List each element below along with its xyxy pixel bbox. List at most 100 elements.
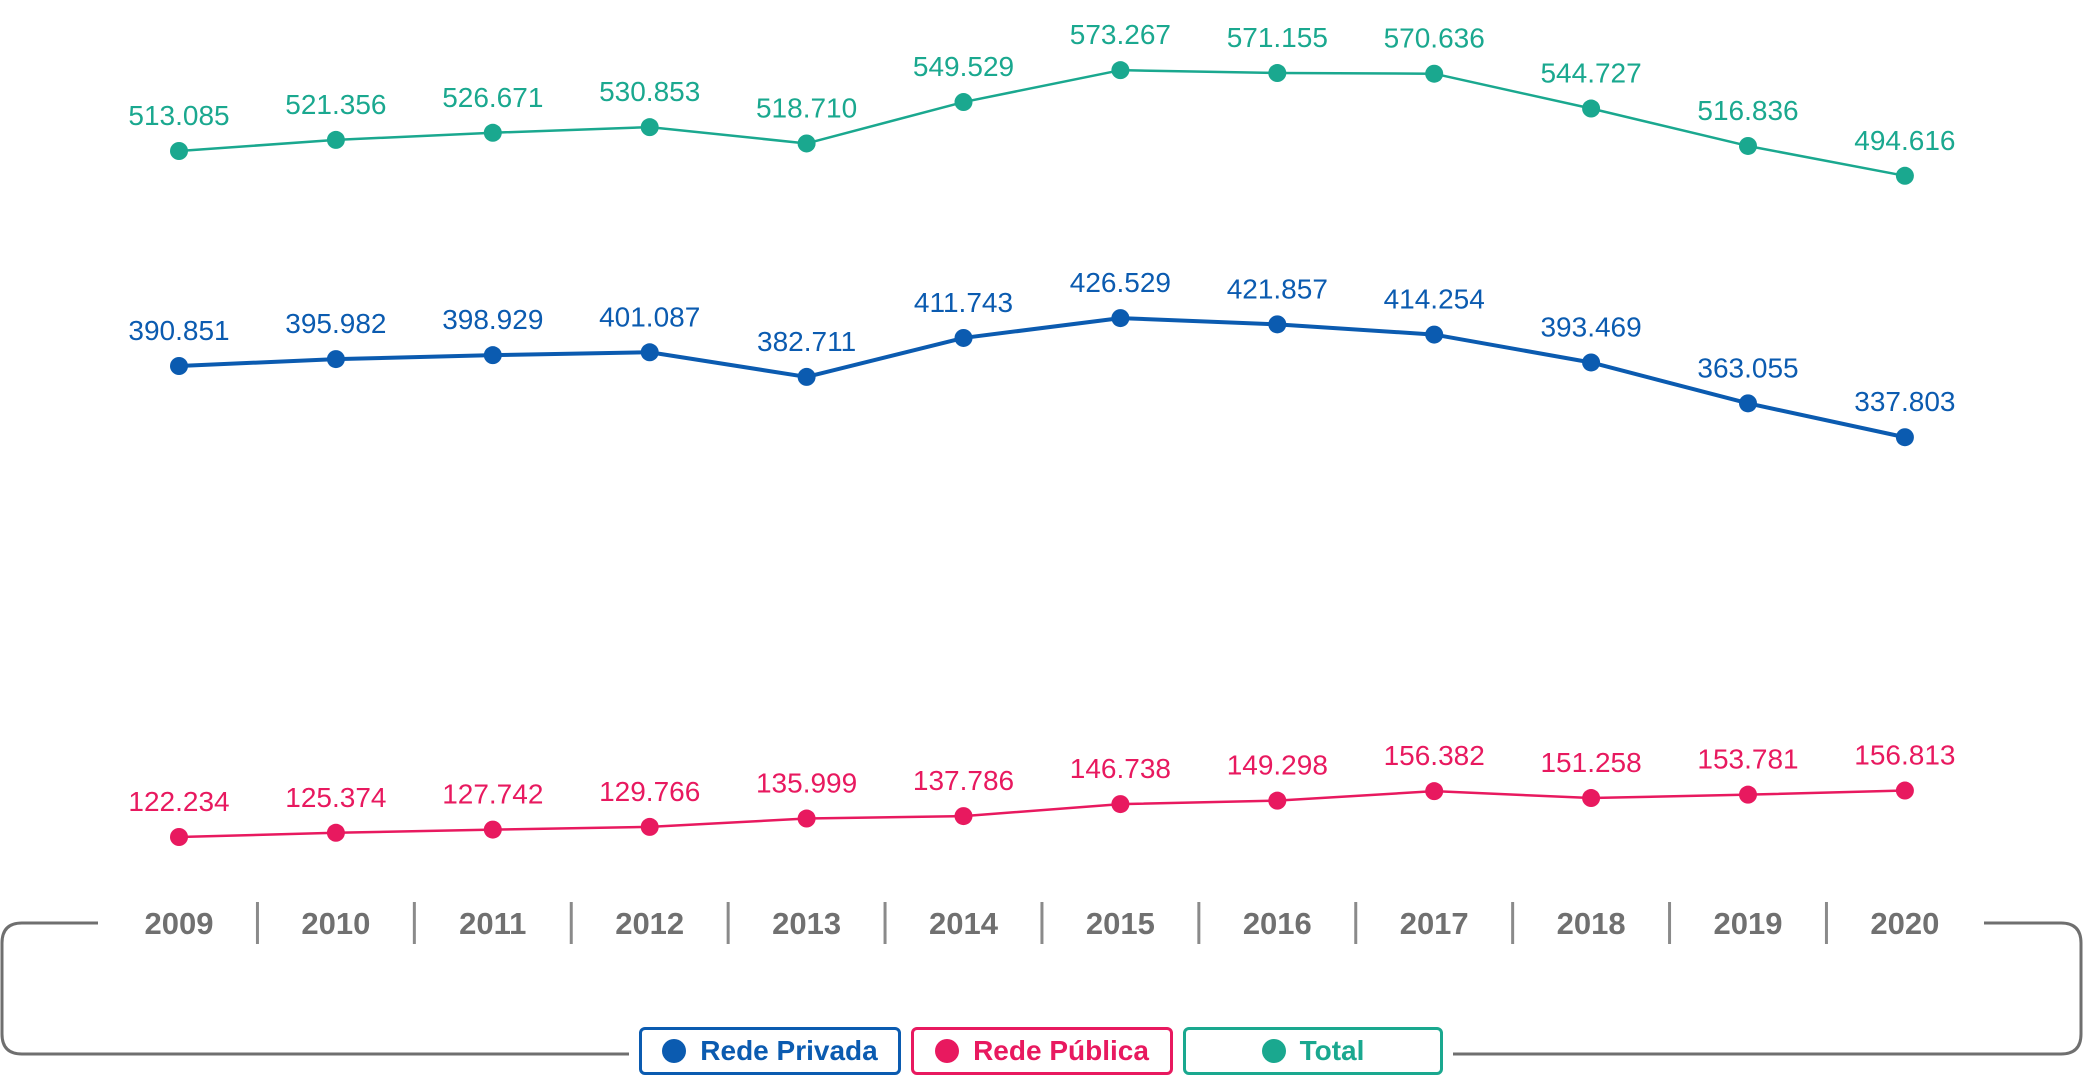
data-point-total-2011: [483, 123, 502, 142]
legend-item-rede-privada: Rede Privada: [639, 1027, 901, 1075]
data-point-privada-2017: [1425, 325, 1444, 344]
data-point-total-2010: [326, 130, 345, 149]
data-point-total-2012: [640, 118, 659, 137]
data-label-privada-2017: 414.254: [1384, 284, 1485, 315]
data-point-privada-2018: [1582, 353, 1601, 372]
data-point-publica-2015: [1111, 795, 1130, 814]
data-label-total-2017: 570.636: [1384, 23, 1485, 54]
legend-label-rede-privada: Rede Privada: [700, 1035, 878, 1066]
data-point-publica-2017: [1425, 782, 1444, 801]
data-label-publica-2018: 151.258: [1540, 747, 1641, 778]
data-label-privada-2015: 426.529: [1070, 267, 1171, 298]
data-label-privada-2016: 421.857: [1227, 273, 1328, 304]
data-point-publica-2014: [954, 807, 973, 826]
data-point-publica-2012: [640, 817, 659, 836]
data-label-publica-2020: 156.813: [1854, 740, 1955, 771]
data-label-privada-2009: 390.851: [128, 315, 229, 346]
legend-dot-icon: [935, 1039, 960, 1063]
legend-label-rede-publica: Rede Pública: [973, 1035, 1149, 1066]
data-label-publica-2011: 127.742: [442, 779, 543, 810]
legend-dot-icon: [662, 1039, 687, 1063]
data-point-privada-2016: [1268, 315, 1287, 334]
x-tick-label-2011: 2011: [459, 906, 526, 941]
data-point-total-2017: [1425, 64, 1444, 83]
data-point-publica-2020: [1895, 781, 1914, 800]
data-label-privada-2019: 363.055: [1697, 352, 1798, 383]
x-axis-ticks: [255, 902, 1828, 944]
x-tick-label-2018: 2018: [1557, 906, 1626, 941]
data-point-privada-2019: [1739, 394, 1757, 413]
data-label-total-2014: 549.529: [913, 51, 1014, 82]
data-point-publica-2010: [326, 823, 345, 842]
data-label-total-2020: 494.616: [1854, 125, 1955, 156]
data-label-privada-2010: 395.982: [285, 308, 386, 339]
data-point-privada-2010: [326, 350, 345, 369]
data-label-privada-2018: 393.469: [1540, 311, 1641, 342]
data-label-privada-2013: 382.711: [757, 326, 856, 357]
legend-label-total: Total: [1299, 1035, 1365, 1066]
x-tick-label-2017: 2017: [1400, 906, 1469, 941]
data-point-total-2016: [1268, 64, 1287, 83]
data-label-total-2016: 571.155: [1227, 22, 1328, 53]
data-label-total-2009: 513.085: [128, 100, 229, 131]
data-label-publica-2010: 125.374: [285, 782, 386, 813]
bracket-left: [0, 921, 629, 1056]
data-point-publica-2019: [1739, 785, 1757, 804]
data-point-privada-2009: [170, 357, 188, 375]
bracket-right: [1453, 921, 2083, 1056]
data-label-privada-2012: 401.087: [599, 301, 700, 332]
x-axis-labels: 2009 2010 2011 2012 2013 2014 2015 2016 2017 2018…: [145, 906, 1940, 941]
data-label-total-2012: 530.853: [599, 76, 700, 107]
data-label-total-2019: 516.836: [1697, 95, 1798, 126]
x-tick-label-2013: 2013: [772, 906, 841, 941]
data-label-total-2011: 526.671: [442, 82, 543, 113]
x-tick-label-2012: 2012: [615, 906, 684, 941]
data-label-total-2013: 518.710: [756, 92, 857, 123]
data-label-publica-2019: 153.781: [1697, 744, 1798, 775]
data-label-publica-2016: 149.298: [1227, 750, 1328, 781]
series-points: [170, 61, 1914, 846]
data-label-total-2015: 573.267: [1070, 19, 1171, 50]
data-label-publica-2015: 146.738: [1070, 753, 1171, 784]
data-point-publica-2011: [483, 820, 502, 839]
data-point-privada-2015: [1111, 309, 1130, 328]
data-point-total-2014: [954, 93, 973, 112]
series-line-privada: [178, 316, 1906, 440]
data-point-total-2019: [1739, 136, 1757, 155]
data-label-privada-2011: 398.929: [442, 304, 543, 335]
data-point-total-2020: [1895, 166, 1914, 185]
data-point-publica-2009: [170, 828, 188, 846]
x-tick-label-2010: 2010: [301, 906, 370, 941]
legend-item-rede-publica: Rede Pública: [911, 1027, 1173, 1075]
data-point-total-2018: [1582, 99, 1601, 118]
data-label-publica-2009: 122.234: [128, 786, 229, 817]
data-label-publica-2012: 129.766: [599, 776, 700, 807]
x-tick-label-2019: 2019: [1714, 906, 1783, 941]
data-point-total-2009: [170, 142, 188, 160]
data-point-total-2013: [797, 134, 816, 153]
data-label-publica-2013: 135.999: [756, 768, 857, 799]
data-label-privada-2014: 411.743: [914, 287, 1013, 318]
data-label-privada-2020: 337.803: [1854, 386, 1955, 417]
series-line-total: [178, 68, 1906, 178]
data-label-publica-2014: 137.786: [913, 765, 1014, 796]
x-tick-label-2009: 2009: [145, 906, 214, 941]
x-tick-label-2016: 2016: [1243, 906, 1312, 941]
data-point-total-2015: [1111, 61, 1130, 80]
legend-dot-icon: [1261, 1039, 1286, 1063]
legend-item-total: Total: [1183, 1027, 1443, 1075]
data-point-publica-2016: [1268, 791, 1287, 810]
data-point-privada-2014: [954, 328, 973, 347]
data-point-privada-2011: [483, 346, 502, 365]
x-tick-label-2014: 2014: [929, 906, 999, 941]
data-point-privada-2012: [640, 343, 659, 362]
series-lines: [178, 68, 1906, 839]
data-point-publica-2018: [1582, 789, 1601, 808]
data-label-total-2010: 521.356: [285, 89, 386, 120]
data-point-privada-2020: [1895, 428, 1914, 447]
axis-bracket: [0, 921, 2083, 1056]
x-tick-label-2015: 2015: [1086, 906, 1155, 941]
series-line-publica: [178, 789, 1905, 839]
data-labels: 513.085 521.356 526.671 530.853 518.710 549.5…: [128, 19, 1955, 817]
